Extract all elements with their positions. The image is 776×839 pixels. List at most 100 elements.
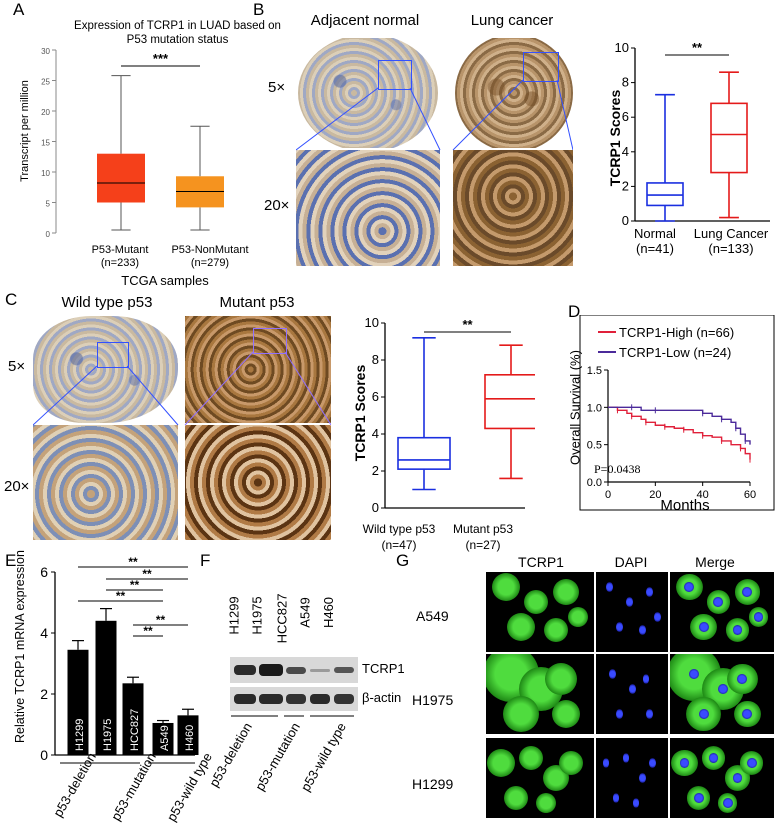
fluorescence-tile — [486, 654, 594, 734]
panel-b-chart: 0 2 4 6 8 10 ** — [615, 40, 770, 228]
cell-cytoplasm — [504, 786, 528, 810]
y-tick-label: 5 — [46, 200, 51, 209]
panel-g-row3: H1299 — [412, 776, 454, 792]
y-tick-label: 8 — [622, 75, 629, 90]
panel-g-row1: A549 — [416, 608, 449, 624]
y-tick-label: 6 — [622, 109, 629, 124]
cell-cytoplasm — [524, 590, 548, 614]
cell-cytoplasm — [545, 663, 577, 695]
panel-f-band-tcrp1: TCRP1 — [362, 661, 405, 676]
y-tick-label: 0 — [40, 747, 48, 763]
panel-label-g: G — [396, 551, 410, 570]
cell-nucleus — [732, 773, 743, 783]
fluorescence-tile — [670, 572, 774, 652]
panel-b-col2: Lung cancer — [470, 12, 554, 29]
panel-label-f: F — [200, 551, 211, 570]
x-tick-label: 0 — [605, 489, 611, 501]
y-tick-label: 1.5 — [587, 365, 602, 377]
significance-label: ** — [130, 578, 140, 592]
y-tick-label: 2 — [622, 178, 629, 193]
panel-e-ylabel: Relative TCRP1 mRNA expression — [13, 550, 27, 743]
panel-d-legend-high: TCRP1-High (n=66) — [619, 325, 735, 340]
cell-cytoplasm — [559, 751, 583, 775]
cell-nucleus — [698, 709, 709, 719]
panel-a-ylabel: Transcript per million — [19, 80, 31, 182]
panel-f-blot-tcrp1 — [230, 657, 358, 683]
cell-nucleus — [718, 684, 728, 694]
y-tick-label: 1.0 — [587, 402, 602, 414]
panel-a-xlabel: TCGA samples — [121, 273, 209, 288]
cell-cytoplasm — [519, 746, 543, 770]
panel-c-group1-n: (n=47) — [381, 538, 417, 552]
significance-label: ** — [143, 624, 153, 638]
cell-nucleus — [722, 798, 733, 808]
cell-nucleus — [646, 709, 653, 719]
cell-nucleus — [609, 669, 616, 679]
panel-b-cancer-20x — [453, 150, 573, 266]
cell-nucleus — [616, 622, 623, 632]
significance-label: ** — [142, 567, 152, 581]
cell-cytoplasm — [507, 613, 535, 641]
y-tick-label: 8 — [372, 352, 379, 367]
cell-nucleus — [602, 758, 610, 768]
cell-nucleus — [632, 798, 640, 808]
panel-f-blot-actin — [230, 687, 358, 711]
panel-d-legend-low: TCRP1-Low (n=24) — [619, 345, 732, 360]
bar — [177, 715, 199, 755]
y-tick-label: 0.5 — [587, 440, 602, 452]
cell-nucleus — [689, 669, 699, 679]
panel-c-wt-20x — [33, 425, 178, 540]
panel-d-xlabel: Months — [660, 497, 710, 514]
panel-c-zoom-lines — [33, 351, 331, 426]
cell-nucleus — [629, 684, 636, 694]
y-tick-label: 0.0 — [587, 477, 602, 489]
panel-b-ylabel: TCRP1 Scores — [607, 89, 623, 187]
box — [97, 153, 145, 203]
cell-nucleus — [642, 674, 650, 684]
lane-label: H460 — [321, 596, 337, 629]
x-tick-label: 20 — [649, 489, 661, 501]
significance-label: ** — [462, 317, 473, 332]
bar-label: H460 — [184, 725, 196, 751]
panel-g-col3: Merge — [695, 554, 735, 570]
bar — [95, 620, 117, 755]
cell-nucleus — [684, 582, 695, 592]
y-tick-label: 0 — [372, 500, 379, 515]
x-tick-label: 40 — [697, 489, 709, 501]
cell-nucleus — [747, 758, 757, 768]
y-tick-label: 10 — [615, 40, 629, 55]
survival-curve-high — [608, 406, 751, 460]
bar-label: A549 — [159, 725, 171, 751]
fluorescence-tile — [596, 738, 668, 818]
significance-label: ** — [692, 40, 703, 55]
panel-c-mut-20x — [185, 425, 331, 540]
cell-nucleus — [606, 582, 613, 592]
bar — [122, 683, 144, 755]
panel-c-group2-name: Mutant p53 — [452, 522, 514, 536]
panel-c-row1: 5× — [8, 358, 26, 375]
cell-nucleus — [753, 612, 764, 622]
lane-label: A549 — [297, 597, 313, 628]
panel-d-pvalue: P=0.0438 — [594, 462, 641, 476]
y-tick-label: 30 — [41, 47, 50, 56]
significance-label: ** — [156, 613, 166, 627]
fluorescence-tile — [486, 572, 594, 652]
box — [484, 373, 535, 430]
cell-nucleus — [646, 587, 653, 597]
cell-nucleus — [742, 709, 752, 719]
panel-g-col1: TCRP1 — [518, 554, 564, 570]
cell-nucleus — [612, 793, 620, 803]
panel-c-mut-5x — [185, 316, 331, 423]
y-tick-label: 2 — [372, 463, 379, 478]
fluorescence-tile — [670, 738, 774, 818]
panel-b-row2: 20× — [264, 197, 290, 214]
cell-cytoplasm — [492, 573, 520, 601]
panel-b-group2-name: Lung Cancer — [693, 226, 769, 241]
panel-g-col2: DAPI — [614, 554, 648, 570]
cell-nucleus — [654, 612, 661, 622]
panel-b-normal-20x — [296, 150, 440, 266]
cell-nucleus — [616, 709, 623, 719]
fluorescence-tile — [670, 654, 774, 734]
lane-label: HCC827 — [274, 593, 290, 644]
